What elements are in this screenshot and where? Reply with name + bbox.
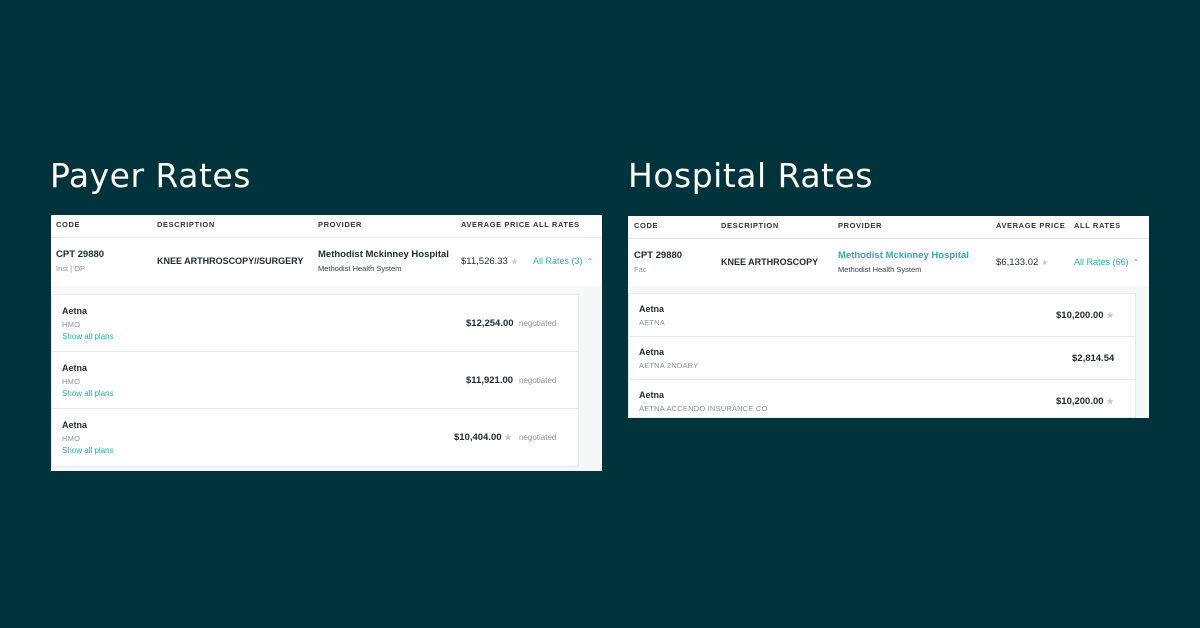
- all-rates-toggle[interactable]: All Rates (66) ⌃: [1074, 257, 1140, 267]
- rate-amount: $10,200.00 ★: [1056, 310, 1114, 321]
- payer-name: Aetna: [62, 420, 88, 430]
- procedure-code-type: Fac: [634, 265, 647, 274]
- header-description: DESCRIPTION: [157, 220, 215, 229]
- table-row: CPT 29880 Inst | OP KNEE ARTHROSCOPY//SU…: [51, 238, 602, 285]
- payer-name: Aetna: [639, 347, 665, 357]
- rates-list: Aetna AETNA $10,200.00 ★ Aetna AETNA 2NDA…: [628, 293, 1136, 418]
- average-price: $6,133.02 ★: [996, 257, 1049, 268]
- plan-type: AETNA: [639, 318, 666, 327]
- header-provider: PROVIDER: [318, 220, 362, 229]
- plan-type: HMO: [62, 377, 81, 386]
- payer-name: Aetna: [62, 306, 88, 316]
- hospital-rates-title: Hospital Rates: [628, 156, 873, 195]
- header-code: CODE: [634, 221, 659, 230]
- table-header: CODE DESCRIPTION PROVIDER AVERAGE PRICE …: [628, 216, 1149, 239]
- rate-status: negotiated: [519, 376, 557, 385]
- all-rates-toggle[interactable]: All Rates (3) ⌃: [533, 256, 594, 266]
- procedure-description: KNEE ARTHROSCOPY: [721, 257, 819, 267]
- payer-rates-table: CODE DESCRIPTION PROVIDER AVERAGE PRICE …: [51, 215, 602, 471]
- rate-amount: $12,254.00: [466, 318, 514, 329]
- rate-amount: $2,814.54: [1072, 353, 1115, 364]
- payer-rates-title: Payer Rates: [50, 156, 251, 195]
- header-description: DESCRIPTION: [721, 221, 779, 230]
- provider-system: Methodist Health System: [838, 265, 922, 274]
- header-average-price: AVERAGE PRICE: [996, 221, 1066, 230]
- rates-expanded-panel: Aetna HMO Show all plans $12,254.00 nego…: [51, 286, 602, 471]
- plan-type: HMO: [62, 434, 81, 443]
- list-item: Aetna AETNA ACCENDO INSURANCE CO $10,200…: [629, 380, 1135, 418]
- header-average-price: AVERAGE PRICE: [461, 220, 531, 229]
- star-icon[interactable]: ★: [510, 257, 519, 266]
- star-icon[interactable]: ★: [1106, 397, 1114, 406]
- header-provider: PROVIDER: [838, 221, 882, 230]
- rate-amount: $11,921.00: [466, 375, 514, 386]
- table-row: CPT 29880 Fac KNEE ARTHROSCOPY Methodist…: [628, 239, 1149, 286]
- rates-list: Aetna HMO Show all plans $12,254.00 nego…: [51, 294, 579, 467]
- star-icon[interactable]: ★: [1041, 258, 1049, 267]
- average-price: $11,526.33 ★: [461, 256, 519, 267]
- list-item: Aetna HMO Show all plans $10,404.00 ★ neg…: [52, 409, 578, 466]
- header-code: CODE: [56, 220, 81, 229]
- table-header: CODE DESCRIPTION PROVIDER AVERAGE PRICE …: [51, 215, 602, 238]
- rate-status: negotiated: [519, 433, 557, 442]
- show-all-plans-link[interactable]: Show all plans: [62, 389, 114, 398]
- rate-status: negotiated: [519, 319, 557, 328]
- payer-name: Aetna: [62, 363, 88, 373]
- plan-type: HMO: [62, 320, 81, 329]
- payer-name: Aetna: [639, 304, 665, 314]
- star-icon[interactable]: ★: [1106, 311, 1114, 320]
- procedure-description: KNEE ARTHROSCOPY//SURGERY: [157, 256, 304, 266]
- hospital-rates-table: CODE DESCRIPTION PROVIDER AVERAGE PRICE …: [628, 216, 1149, 418]
- provider-system: Methodist Health System: [318, 264, 402, 273]
- list-item: Aetna HMO Show all plans $12,254.00 nego…: [52, 295, 578, 352]
- chevron-up-icon: ⌃: [1132, 258, 1140, 267]
- chevron-up-icon: ⌃: [586, 257, 594, 266]
- show-all-plans-link[interactable]: Show all plans: [62, 446, 114, 455]
- provider-name-link[interactable]: Methodist Mckinney Hospital: [838, 250, 969, 261]
- list-item: Aetna AETNA 2NDARY $2,814.54: [629, 337, 1135, 380]
- rates-expanded-panel: Aetna AETNA $10,200.00 ★ Aetna AETNA 2NDA…: [628, 286, 1149, 418]
- plan-type: AETNA 2NDARY: [639, 361, 699, 370]
- star-icon[interactable]: ★: [504, 433, 512, 442]
- list-item: Aetna HMO Show all plans $11,921.00 nego…: [52, 352, 578, 409]
- show-all-plans-link[interactable]: Show all plans: [62, 332, 114, 341]
- plan-type: AETNA ACCENDO INSURANCE CO: [639, 404, 768, 413]
- header-all-rates: ALL RATES: [533, 220, 580, 229]
- rate-amount: $10,404.00 ★: [454, 432, 512, 443]
- procedure-code-type: Inst | OP: [56, 264, 86, 273]
- payer-name: Aetna: [639, 390, 665, 400]
- procedure-code: CPT 29880: [56, 249, 105, 260]
- header-all-rates: ALL RATES: [1074, 221, 1121, 230]
- list-item: Aetna AETNA $10,200.00 ★: [629, 294, 1135, 337]
- procedure-code: CPT 29880: [634, 250, 683, 261]
- rate-amount: $10,200.00 ★: [1056, 396, 1114, 407]
- provider-name: Methodist Mckinney Hospital: [318, 249, 449, 260]
